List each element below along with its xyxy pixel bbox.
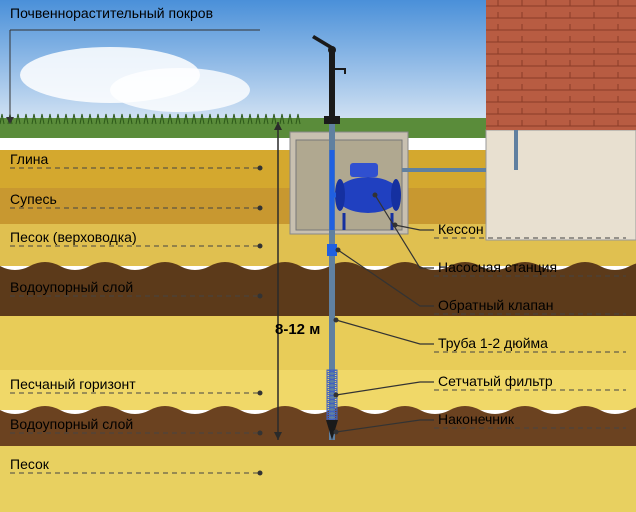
right-label-3: Труба 1-2 дюйма <box>438 335 548 351</box>
pump-motor <box>350 163 378 177</box>
well-diagram: 8-12 м Почвеннорастительный покров Глина Су… <box>0 0 636 512</box>
left-label-7: Песок <box>10 456 50 472</box>
layer-sand_bottom <box>0 446 636 512</box>
building-wall <box>486 0 636 130</box>
right-label-1: Насосная станция <box>438 259 557 275</box>
pressure-tank <box>336 177 400 213</box>
building-foundation <box>486 130 636 240</box>
left-label-0: Почвеннорастительный покров <box>10 5 213 21</box>
right-label-4: Сетчатый фильтр <box>438 373 553 389</box>
left-label-1: Глина <box>10 151 49 167</box>
cloud <box>110 68 250 112</box>
left-label-2: Супесь <box>10 191 57 207</box>
right-label-5: Наконечник <box>438 411 515 427</box>
right-label-2: Обратный клапан <box>438 297 553 313</box>
left-label-5: Песчаный горизонт <box>10 376 136 392</box>
left-label-6: Водоупорный слой <box>10 416 133 432</box>
right-label-0: Кессон <box>438 221 484 237</box>
depth-label: 8-12 м <box>275 321 320 338</box>
hand-pump-column <box>329 50 335 120</box>
left-label-3: Песок (верховодка) <box>10 229 137 245</box>
left-label-4: Водоупорный слой <box>10 279 133 295</box>
